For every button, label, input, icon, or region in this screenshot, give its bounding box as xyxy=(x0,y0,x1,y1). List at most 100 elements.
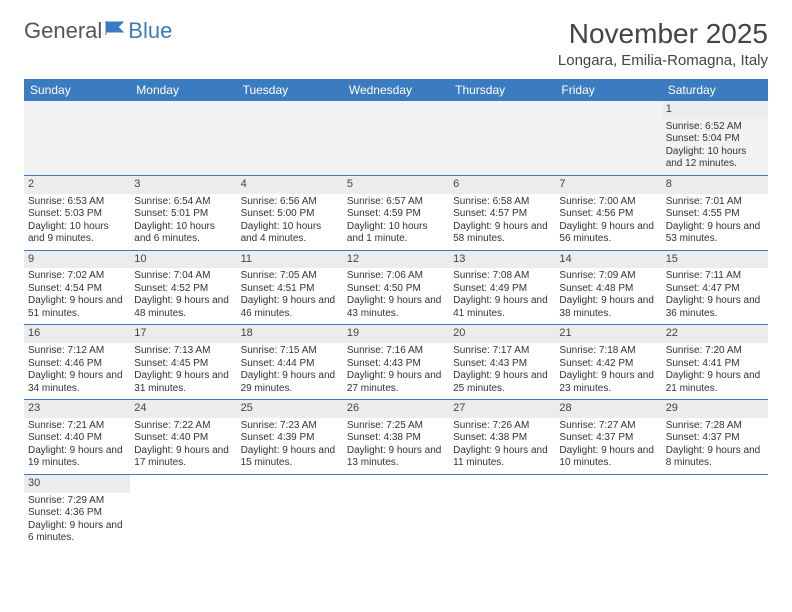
sunrise-text: Sunrise: 7:05 AM xyxy=(241,270,339,283)
day-number: 19 xyxy=(343,325,449,343)
day-number: 4 xyxy=(237,176,343,194)
sunrise-text: Sunrise: 7:04 AM xyxy=(134,270,232,283)
day-cell: 21Sunrise: 7:18 AMSunset: 4:42 PMDayligh… xyxy=(555,325,661,400)
day-details: Sunrise: 6:53 AMSunset: 5:03 PMDaylight:… xyxy=(28,196,126,246)
day-number: 13 xyxy=(449,251,555,269)
daylight-text: Daylight: 9 hours and 56 minutes. xyxy=(559,221,657,246)
week-row: 16Sunrise: 7:12 AMSunset: 4:46 PMDayligh… xyxy=(24,325,768,400)
sunset-text: Sunset: 5:04 PM xyxy=(666,133,764,146)
sunset-text: Sunset: 4:43 PM xyxy=(347,358,445,371)
day-cell: 11Sunrise: 7:05 AMSunset: 4:51 PMDayligh… xyxy=(237,250,343,325)
daylight-text: Daylight: 10 hours and 6 minutes. xyxy=(134,221,232,246)
sunrise-text: Sunrise: 6:57 AM xyxy=(347,196,445,209)
day-cell: 26Sunrise: 7:25 AMSunset: 4:38 PMDayligh… xyxy=(343,400,449,475)
day-cell: 13Sunrise: 7:08 AMSunset: 4:49 PMDayligh… xyxy=(449,250,555,325)
day-details: Sunrise: 7:27 AMSunset: 4:37 PMDaylight:… xyxy=(559,420,657,470)
daylight-text: Daylight: 9 hours and 51 minutes. xyxy=(28,295,126,320)
sunset-text: Sunset: 4:36 PM xyxy=(28,507,126,520)
day-cell xyxy=(130,474,236,548)
day-cell xyxy=(449,474,555,548)
week-row: 30 Sunrise: 7:29 AMSunset: 4:36 PMDayligh… xyxy=(24,474,768,548)
day-details: Sunrise: 7:08 AMSunset: 4:49 PMDaylight:… xyxy=(453,270,551,320)
sunset-text: Sunset: 4:49 PM xyxy=(453,283,551,296)
sunset-text: Sunset: 4:41 PM xyxy=(666,358,764,371)
sunset-text: Sunset: 4:40 PM xyxy=(28,432,126,445)
day-cell: 24Sunrise: 7:22 AMSunset: 4:40 PMDayligh… xyxy=(130,400,236,475)
day-number: 9 xyxy=(24,251,130,269)
day-cell: 1Sunrise: 6:52 AMSunset: 5:04 PMDaylight… xyxy=(662,101,768,175)
day-number: 16 xyxy=(24,325,130,343)
col-sat: Saturday xyxy=(662,79,768,101)
sunset-text: Sunset: 4:44 PM xyxy=(241,358,339,371)
daylight-text: Daylight: 9 hours and 41 minutes. xyxy=(453,295,551,320)
day-details: Sunrise: 7:01 AMSunset: 4:55 PMDaylight:… xyxy=(666,196,764,246)
daylight-text: Daylight: 10 hours and 4 minutes. xyxy=(241,221,339,246)
day-cell: 25Sunrise: 7:23 AMSunset: 4:39 PMDayligh… xyxy=(237,400,343,475)
sunrise-text: Sunrise: 7:17 AM xyxy=(453,345,551,358)
daylight-text: Daylight: 9 hours and 58 minutes. xyxy=(453,221,551,246)
day-cell xyxy=(24,101,130,175)
sunset-text: Sunset: 4:50 PM xyxy=(347,283,445,296)
sunrise-text: Sunrise: 7:21 AM xyxy=(28,420,126,433)
day-details: Sunrise: 7:16 AMSunset: 4:43 PMDaylight:… xyxy=(347,345,445,395)
day-cell: 28Sunrise: 7:27 AMSunset: 4:37 PMDayligh… xyxy=(555,400,661,475)
day-details: Sunrise: 7:12 AMSunset: 4:46 PMDaylight:… xyxy=(28,345,126,395)
daylight-text: Daylight: 9 hours and 13 minutes. xyxy=(347,445,445,470)
day-number: 25 xyxy=(237,400,343,418)
sunrise-text: Sunrise: 7:13 AM xyxy=(134,345,232,358)
day-cell xyxy=(237,474,343,548)
daylight-text: Daylight: 9 hours and 15 minutes. xyxy=(241,445,339,470)
day-details: Sunrise: 7:05 AMSunset: 4:51 PMDaylight:… xyxy=(241,270,339,320)
sunset-text: Sunset: 4:40 PM xyxy=(134,432,232,445)
daylight-text: Daylight: 9 hours and 38 minutes. xyxy=(559,295,657,320)
day-cell: 9Sunrise: 7:02 AMSunset: 4:54 PMDaylight… xyxy=(24,250,130,325)
sunset-text: Sunset: 4:55 PM xyxy=(666,208,764,221)
day-number: 11 xyxy=(237,251,343,269)
sunrise-text: Sunrise: 7:12 AM xyxy=(28,345,126,358)
col-sun: Sunday xyxy=(24,79,130,101)
sunset-text: Sunset: 4:54 PM xyxy=(28,283,126,296)
day-cell: 7Sunrise: 7:00 AMSunset: 4:56 PMDaylight… xyxy=(555,175,661,250)
day-cell xyxy=(237,101,343,175)
sunset-text: Sunset: 4:43 PM xyxy=(453,358,551,371)
day-cell: 18Sunrise: 7:15 AMSunset: 4:44 PMDayligh… xyxy=(237,325,343,400)
calendar-body: 1Sunrise: 6:52 AMSunset: 5:04 PMDaylight… xyxy=(24,101,768,549)
daylight-text: Daylight: 9 hours and 8 minutes. xyxy=(666,445,764,470)
sunrise-text: Sunrise: 7:28 AM xyxy=(666,420,764,433)
sunset-text: Sunset: 4:37 PM xyxy=(559,432,657,445)
sunset-text: Sunset: 4:51 PM xyxy=(241,283,339,296)
day-number: 30 xyxy=(24,475,130,493)
daylight-text: Daylight: 9 hours and 46 minutes. xyxy=(241,295,339,320)
daylight-text: Daylight: 9 hours and 48 minutes. xyxy=(134,295,232,320)
sunset-text: Sunset: 4:42 PM xyxy=(559,358,657,371)
day-cell xyxy=(343,474,449,548)
col-thu: Thursday xyxy=(449,79,555,101)
sunset-text: Sunset: 4:46 PM xyxy=(28,358,126,371)
daylight-text: Daylight: 9 hours and 21 minutes. xyxy=(666,370,764,395)
sunrise-text: Sunrise: 6:58 AM xyxy=(453,196,551,209)
day-details: Sunrise: 7:28 AMSunset: 4:37 PMDaylight:… xyxy=(666,420,764,470)
day-cell: 22Sunrise: 7:20 AMSunset: 4:41 PMDayligh… xyxy=(662,325,768,400)
sunrise-text: Sunrise: 7:25 AM xyxy=(347,420,445,433)
daylight-text: Daylight: 9 hours and 10 minutes. xyxy=(559,445,657,470)
day-details: Sunrise: 7:25 AMSunset: 4:38 PMDaylight:… xyxy=(347,420,445,470)
sunrise-text: Sunrise: 7:11 AM xyxy=(666,270,764,283)
title-block: November 2025 Longara, Emilia-Romagna, I… xyxy=(558,18,768,69)
day-number: 27 xyxy=(449,400,555,418)
sunset-text: Sunset: 4:38 PM xyxy=(347,432,445,445)
day-cell: 29Sunrise: 7:28 AMSunset: 4:37 PMDayligh… xyxy=(662,400,768,475)
daylight-text: Daylight: 9 hours and 23 minutes. xyxy=(559,370,657,395)
sunset-text: Sunset: 5:00 PM xyxy=(241,208,339,221)
day-details: Sunrise: 7:17 AMSunset: 4:43 PMDaylight:… xyxy=(453,345,551,395)
day-cell xyxy=(343,101,449,175)
day-cell: 10Sunrise: 7:04 AMSunset: 4:52 PMDayligh… xyxy=(130,250,236,325)
daylight-text: Daylight: 9 hours and 36 minutes. xyxy=(666,295,764,320)
sunrise-text: Sunrise: 6:53 AM xyxy=(28,196,126,209)
day-details: Sunrise: 7:29 AMSunset: 4:36 PMDaylight:… xyxy=(28,495,126,545)
sunset-text: Sunset: 4:57 PM xyxy=(453,208,551,221)
sunset-text: Sunset: 5:01 PM xyxy=(134,208,232,221)
day-number: 10 xyxy=(130,251,236,269)
day-cell: 8Sunrise: 7:01 AMSunset: 4:55 PMDaylight… xyxy=(662,175,768,250)
day-details: Sunrise: 7:04 AMSunset: 4:52 PMDaylight:… xyxy=(134,270,232,320)
day-number: 5 xyxy=(343,176,449,194)
